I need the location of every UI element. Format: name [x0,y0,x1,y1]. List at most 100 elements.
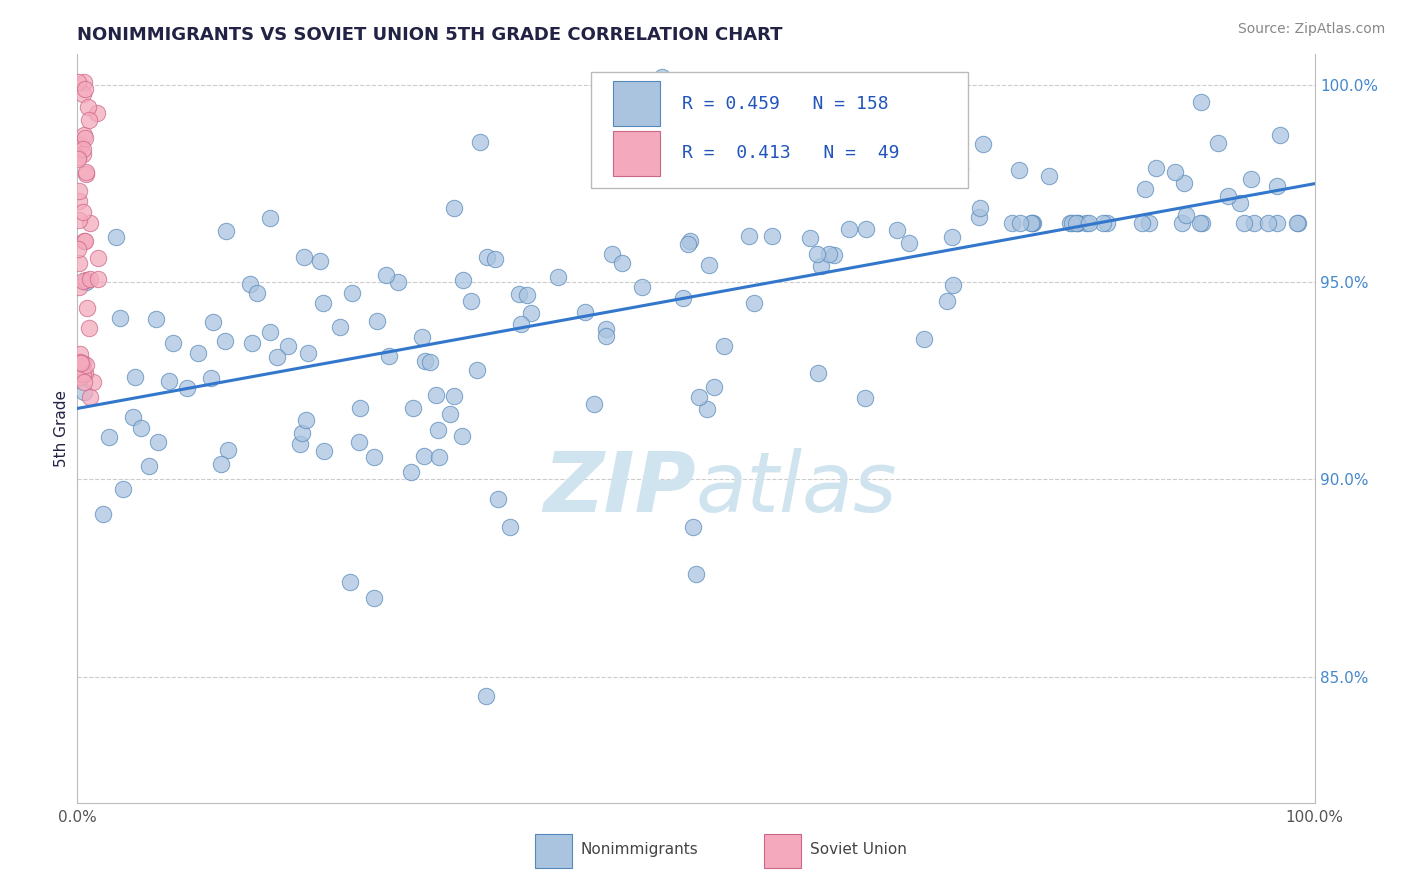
Text: Source: ZipAtlas.com: Source: ZipAtlas.com [1237,22,1385,37]
Point [738,228,761,243]
Text: Nonimmigrants: Nonimmigrants [581,842,699,856]
Point [72,367,94,381]
Point [460,294,482,309]
Point [214,224,236,238]
Point [486,492,509,507]
Point [349,435,371,450]
Point [412,449,434,463]
Point [1240,171,1263,186]
Point [69,355,91,369]
Point [72,74,94,88]
Point [818,247,841,261]
Point [806,247,828,261]
Point [1206,136,1229,150]
Point [475,250,498,264]
Point [67,150,90,164]
Point [122,410,145,425]
Point [277,338,299,352]
Point [266,350,288,364]
Point [413,354,436,368]
Point [217,443,239,458]
Point [76,301,98,315]
Point [1078,216,1101,230]
Point [209,457,232,471]
Point [402,401,425,416]
Point [799,231,821,245]
Point [1233,216,1256,230]
Point [595,329,617,343]
Point [239,277,262,292]
Point [427,450,450,464]
Point [378,349,401,363]
Point [66,137,89,152]
Point [547,269,569,284]
Point [516,288,538,302]
Point [1060,216,1083,230]
Point [969,211,991,225]
Point [240,336,263,351]
Point [79,216,101,230]
Point [451,273,474,287]
Point [710,150,733,164]
Point [1038,169,1060,184]
Point [761,229,783,244]
Point [807,367,830,381]
Point [610,256,633,270]
Point [484,252,506,267]
Point [349,401,371,415]
Point [69,368,91,382]
Point [87,251,110,265]
Point [401,465,423,479]
Point [108,311,131,326]
Point [1216,189,1239,203]
Point [200,371,222,385]
Point [1001,216,1024,230]
Point [67,184,90,198]
Point [387,275,409,289]
Point [308,254,330,268]
Point [75,358,97,372]
Point [419,355,441,369]
Point [1066,216,1088,230]
Point [70,370,93,384]
Point [1144,161,1167,175]
Point [853,391,876,405]
Point [124,370,146,384]
Point [600,246,623,260]
Point [292,250,315,264]
Point [214,334,236,348]
Point [1285,216,1308,230]
Point [936,293,959,308]
Point [72,147,94,161]
Point [67,194,90,208]
Point [111,482,134,496]
Point [146,435,169,450]
Point [703,379,725,393]
Point [138,458,160,473]
Point [443,389,465,403]
Point [630,280,652,294]
Point [468,135,491,149]
Point [79,390,101,404]
Point [129,421,152,435]
Point [339,574,361,589]
Point [314,444,336,458]
Point [886,223,908,237]
Point [374,268,396,282]
Point [823,248,845,262]
Point [187,346,209,360]
FancyBboxPatch shape [763,834,801,868]
Point [340,286,363,301]
Point [91,507,114,521]
Point [67,364,90,378]
Point [1097,216,1119,230]
Point [855,221,877,235]
Point [295,413,318,427]
FancyBboxPatch shape [613,131,659,176]
Point [713,339,735,353]
Point [66,75,89,89]
Point [145,312,167,326]
Point [86,106,108,120]
Point [838,221,860,235]
Point [1066,216,1088,230]
